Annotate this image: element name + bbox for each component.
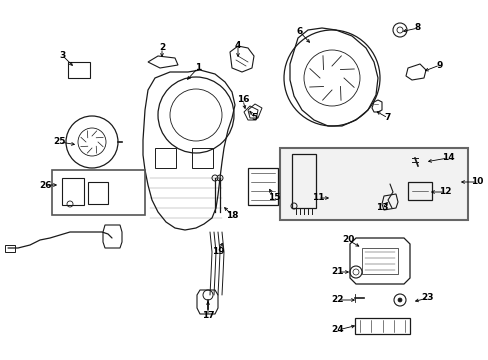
Bar [291, 154, 315, 208]
Text: 7: 7 [384, 113, 390, 122]
Bar [280, 148, 467, 220]
Text: 1: 1 [195, 63, 201, 72]
Text: 19: 19 [211, 248, 224, 256]
Bar [62, 178, 84, 205]
Text: 13: 13 [375, 203, 387, 212]
Text: 9: 9 [436, 60, 442, 69]
Bar [354, 318, 409, 334]
Text: 11: 11 [311, 194, 324, 202]
Text: 10: 10 [470, 177, 482, 186]
Text: 21: 21 [331, 267, 344, 276]
Bar [247, 168, 278, 205]
Text: 6: 6 [296, 27, 303, 36]
Text: 8: 8 [414, 23, 420, 32]
Text: 2: 2 [159, 44, 165, 53]
Text: 22: 22 [331, 296, 344, 305]
Text: 4: 4 [234, 40, 241, 49]
Text: 20: 20 [341, 235, 353, 244]
Text: 17: 17 [201, 311, 214, 320]
Bar [52, 170, 145, 215]
Text: 5: 5 [250, 113, 257, 122]
Circle shape [397, 298, 401, 302]
Text: 18: 18 [225, 211, 238, 220]
Text: 14: 14 [441, 153, 453, 162]
Bar [407, 182, 431, 200]
Text: 15: 15 [267, 194, 280, 202]
Text: 25: 25 [54, 138, 66, 147]
Bar [88, 182, 108, 204]
Text: 12: 12 [438, 188, 450, 197]
Text: 26: 26 [39, 180, 51, 189]
Text: 23: 23 [421, 293, 433, 302]
Text: 3: 3 [59, 50, 65, 59]
Text: 16: 16 [236, 95, 249, 104]
Text: 24: 24 [331, 325, 344, 334]
